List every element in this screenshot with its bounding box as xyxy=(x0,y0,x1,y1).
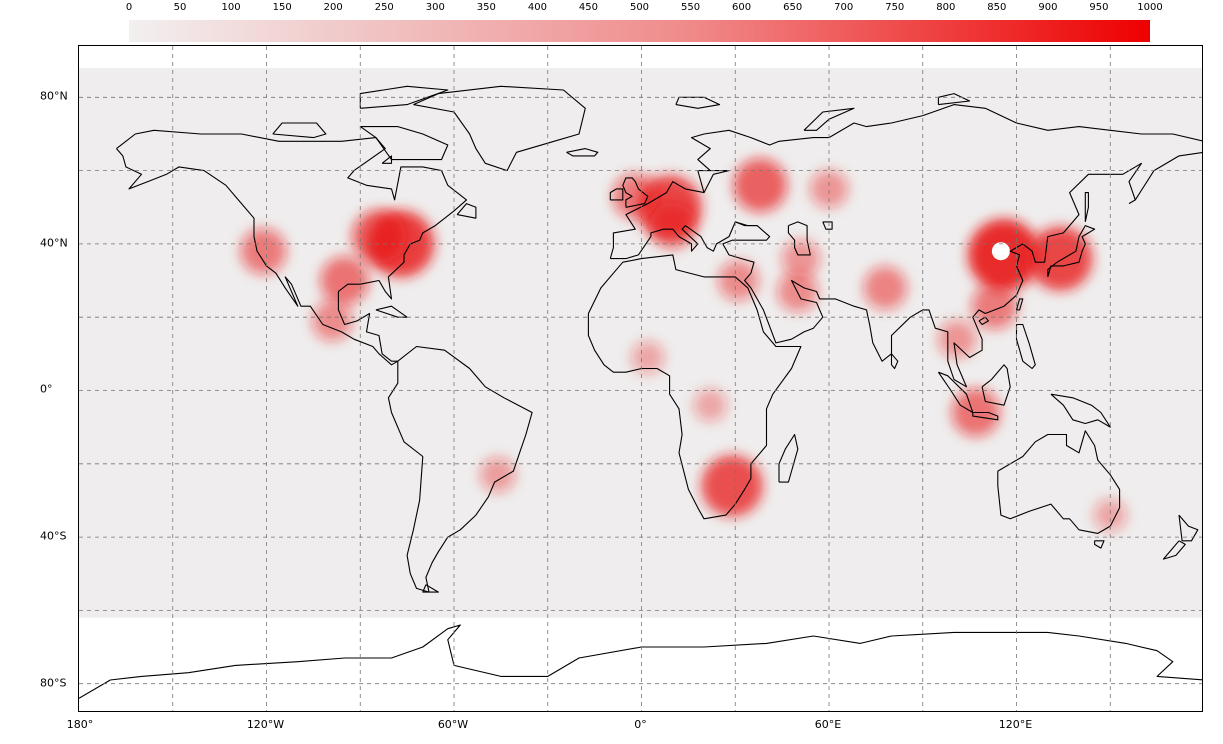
colorbar-tick-label: 450 xyxy=(578,2,598,13)
hotspot-central-russia xyxy=(809,169,849,209)
hotspot-south-africa xyxy=(701,454,763,517)
latitude-label: 0° xyxy=(40,382,53,396)
coastline-sakhalin xyxy=(1084,192,1089,223)
latitude-label: 40°S xyxy=(40,529,67,543)
hotspot-korea-japan xyxy=(1028,226,1093,291)
hotspot-moscow xyxy=(733,158,788,213)
hotspot-congo-basin xyxy=(693,388,727,422)
colorbar-tick-label: 100 xyxy=(221,2,241,13)
coastline-baffin xyxy=(359,126,449,161)
colorbar-tick-labels: 0 50 100 150 200 250 300 350 400 450 500 550 600 650 7… xyxy=(0,0,1223,18)
hotspot-pearl-river xyxy=(971,283,1018,330)
hotspot-mexico-city xyxy=(311,300,353,342)
hotspot-western-us xyxy=(240,228,287,275)
colorbar-tick-label: 200 xyxy=(323,2,343,13)
hotspot-great-lakes xyxy=(352,209,406,264)
colorbar-tick-label: 250 xyxy=(374,2,394,13)
hotspot-southeast-australia xyxy=(1093,498,1127,532)
colorbar-tick-label: 500 xyxy=(629,2,650,13)
colorbar-tick-label: 400 xyxy=(527,2,547,13)
hotspot-west-africa xyxy=(631,341,665,375)
colorbar-tick-label: 950 xyxy=(1089,2,1109,13)
colorbar-tick-label: 900 xyxy=(1038,2,1058,13)
longitude-label: 60°W xyxy=(437,718,469,731)
longitude-label: 180° xyxy=(66,718,94,731)
coastline-hudson-islands xyxy=(381,155,393,164)
coastline-antarctica xyxy=(79,624,1202,699)
coastline-iceland xyxy=(566,148,599,157)
coastline-new-zealand xyxy=(1178,514,1199,542)
coastline-severnaya-zemlya xyxy=(937,93,971,106)
map-frame xyxy=(78,45,1203,712)
coastline-black-sea-north xyxy=(735,221,758,227)
colorbar-tick-label: 650 xyxy=(783,2,803,13)
colorbar-tick-label: 50 xyxy=(173,2,187,13)
longitude-label: 120°W xyxy=(246,718,285,731)
coastline-borneo xyxy=(981,364,1011,406)
hotspot-uk xyxy=(612,173,659,220)
colorbar-tick-label: 700 xyxy=(834,2,854,13)
coastline-japan xyxy=(1047,225,1096,278)
coastline-eurasia xyxy=(609,104,1202,388)
coastline-victoria-island xyxy=(272,122,327,139)
coastline-africa xyxy=(587,254,802,520)
coastline-svalbard xyxy=(675,96,721,109)
colorbar-tick-label: 550 xyxy=(681,2,701,13)
longitude-label: 60°E xyxy=(814,718,842,731)
coastline-new-zealand-south xyxy=(1162,540,1186,560)
latitude-label: 80°S xyxy=(40,676,67,690)
coastline-taiwan xyxy=(1015,298,1024,311)
coastline-greenland xyxy=(413,85,586,172)
world-map xyxy=(79,46,1202,711)
coastline-tasmania xyxy=(1094,540,1105,549)
coastline-south-america xyxy=(387,345,533,593)
coastline-newfoundland xyxy=(456,203,477,219)
coastline-tierra-del-fuego xyxy=(422,584,439,593)
coastline-caspian xyxy=(787,221,811,256)
hotspot-houston xyxy=(320,256,369,305)
latitude-label: 80°N xyxy=(40,89,68,103)
coastline-great-britain xyxy=(622,177,649,208)
coastlines xyxy=(79,85,1202,699)
coastline-sri-lanka xyxy=(890,353,899,370)
colorbar-tick-label: 150 xyxy=(272,2,292,13)
hotspot-sao-paulo xyxy=(479,456,516,493)
hotspot-po-valley xyxy=(649,202,696,249)
saturated-core xyxy=(991,242,1010,261)
colorbar-tick-label: 800 xyxy=(936,2,956,13)
colorbar-tick-label: 350 xyxy=(476,2,496,13)
hotspot-tehran xyxy=(781,239,820,278)
coastline-kamchatka-tip xyxy=(1128,199,1136,205)
coastline-aral xyxy=(822,221,833,230)
colorbar-tick-label: 1000 xyxy=(1137,2,1163,13)
coastline-philippines xyxy=(1015,323,1036,370)
colorbar-tick-label: 850 xyxy=(987,2,1007,13)
graticule xyxy=(79,46,1202,711)
colorbar-gradient xyxy=(129,20,1150,42)
coastline-novaya-zemlya xyxy=(803,107,855,131)
colorbar-tick-label: 750 xyxy=(885,2,905,13)
longitude-label: 0° xyxy=(634,718,647,731)
hotspot-northern-india xyxy=(863,266,907,310)
hotspot-bangkok xyxy=(938,320,977,359)
coastline-new-guinea xyxy=(1050,393,1111,428)
coastline-hainan xyxy=(978,316,989,326)
colorbar xyxy=(129,20,1150,42)
coastline-australia xyxy=(997,430,1121,534)
longitude-label: 120°E xyxy=(998,718,1033,731)
colorbar-tick-label: 0 xyxy=(125,2,133,13)
latitude-label: 40°N xyxy=(40,236,68,250)
colorbar-tick-label: 600 xyxy=(732,2,752,13)
coastline-ireland xyxy=(609,188,624,201)
coastline-north-america xyxy=(116,129,468,366)
coastline-java xyxy=(972,411,999,421)
colorbar-tick-label: 300 xyxy=(425,2,445,13)
